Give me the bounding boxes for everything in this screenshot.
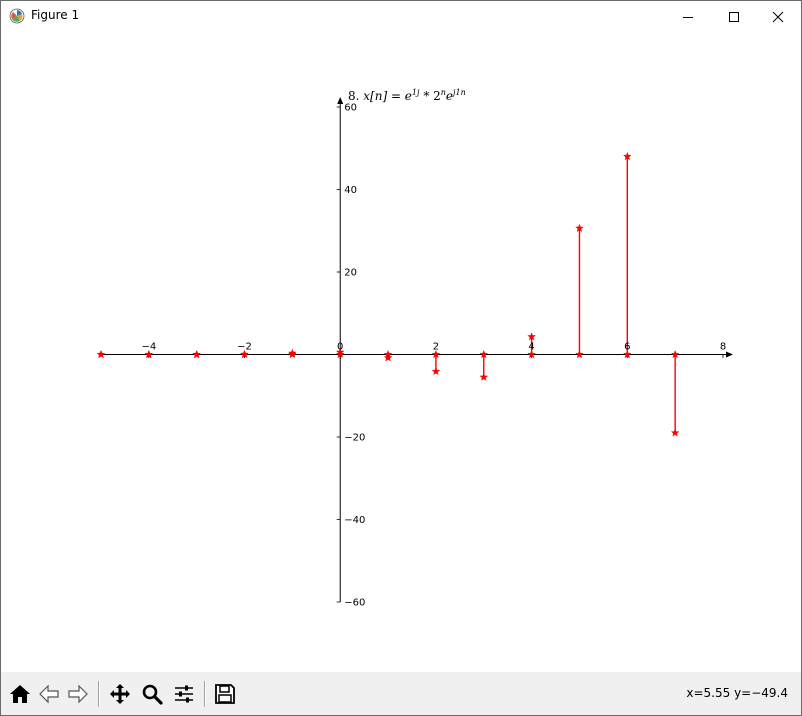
stem-marker [670,428,680,437]
plot-canvas[interactable]: −4 −2 0 2 4 6 8 60 40 20 −20 −40 −60 8. x[n] = e1j *… [1,32,801,672]
stem-marker [96,349,106,359]
stem-marker [431,366,441,376]
save-icon [215,684,235,704]
y-tick-label: 60 [344,103,357,114]
title-bar[interactable]: Figure 1 [1,1,801,32]
configure-subplots-button[interactable] [171,681,197,707]
stem-marker [144,349,154,359]
maximize-icon [729,11,739,22]
y-tick-label: 20 [344,268,357,279]
stem-marker [575,223,584,232]
x-axis-arrow [726,351,733,358]
back-button[interactable] [36,681,62,707]
stem-marker [575,349,584,359]
y-tick-label: −20 [344,433,365,444]
stem-marker [622,349,632,359]
zoom-icon [142,684,163,705]
stem-marker [479,372,489,381]
y-tick-label: 40 [344,185,357,196]
home-icon [10,685,30,703]
zoom-button[interactable] [139,681,165,707]
cursor-coordinates: x=5.55 y=−49.4 [686,686,788,700]
stem-marker [192,349,202,359]
home-button[interactable] [7,681,33,707]
window-title: Figure 1 [31,8,80,22]
close-icon [772,11,784,22]
forward-button[interactable] [65,681,91,707]
x-tick-label: 6 [624,342,630,353]
markers [96,151,680,437]
x-tick-label: −2 [237,342,252,353]
toolbar-separator [204,681,206,707]
stem-marker [383,349,393,359]
stem-marker [622,151,632,161]
matplotlib-icon [9,8,25,24]
axes [101,97,733,603]
stem-marker [383,353,393,362]
x-tick-label: 2 [433,342,439,353]
x-tick-label: 0 [337,342,343,353]
maximize-button[interactable] [711,1,757,32]
stem-marker [527,349,536,359]
back-icon [39,684,59,704]
stem-marker [288,349,297,359]
close-button[interactable] [755,1,801,32]
x-tick-label: −4 [141,342,156,353]
stem-marker [670,349,680,359]
minimize-button[interactable] [665,1,711,32]
y-tick-label: −60 [344,598,365,609]
configure-subplots-icon [175,685,193,703]
toolbar-separator [98,681,100,707]
pan-icon [110,684,130,704]
pan-button[interactable] [107,681,133,707]
forward-icon [68,684,88,704]
navigation-toolbar: x=5.55 y=−49.4 [1,672,801,715]
y-tick-label: −40 [344,515,365,526]
stem-marker [527,332,536,341]
x-tick-label: 4 [528,342,534,353]
stems [148,156,676,433]
stem-marker [431,349,441,359]
save-button[interactable] [212,681,238,707]
stem-marker [240,349,249,359]
minimize-icon [683,16,693,18]
chart-title: 8. x[n] = e1j * 2nej1n [348,88,466,103]
stem-marker [479,349,489,359]
x-tick-label: 8 [720,342,726,353]
stem-marker [335,349,345,359]
y-axis-arrow [337,97,344,104]
